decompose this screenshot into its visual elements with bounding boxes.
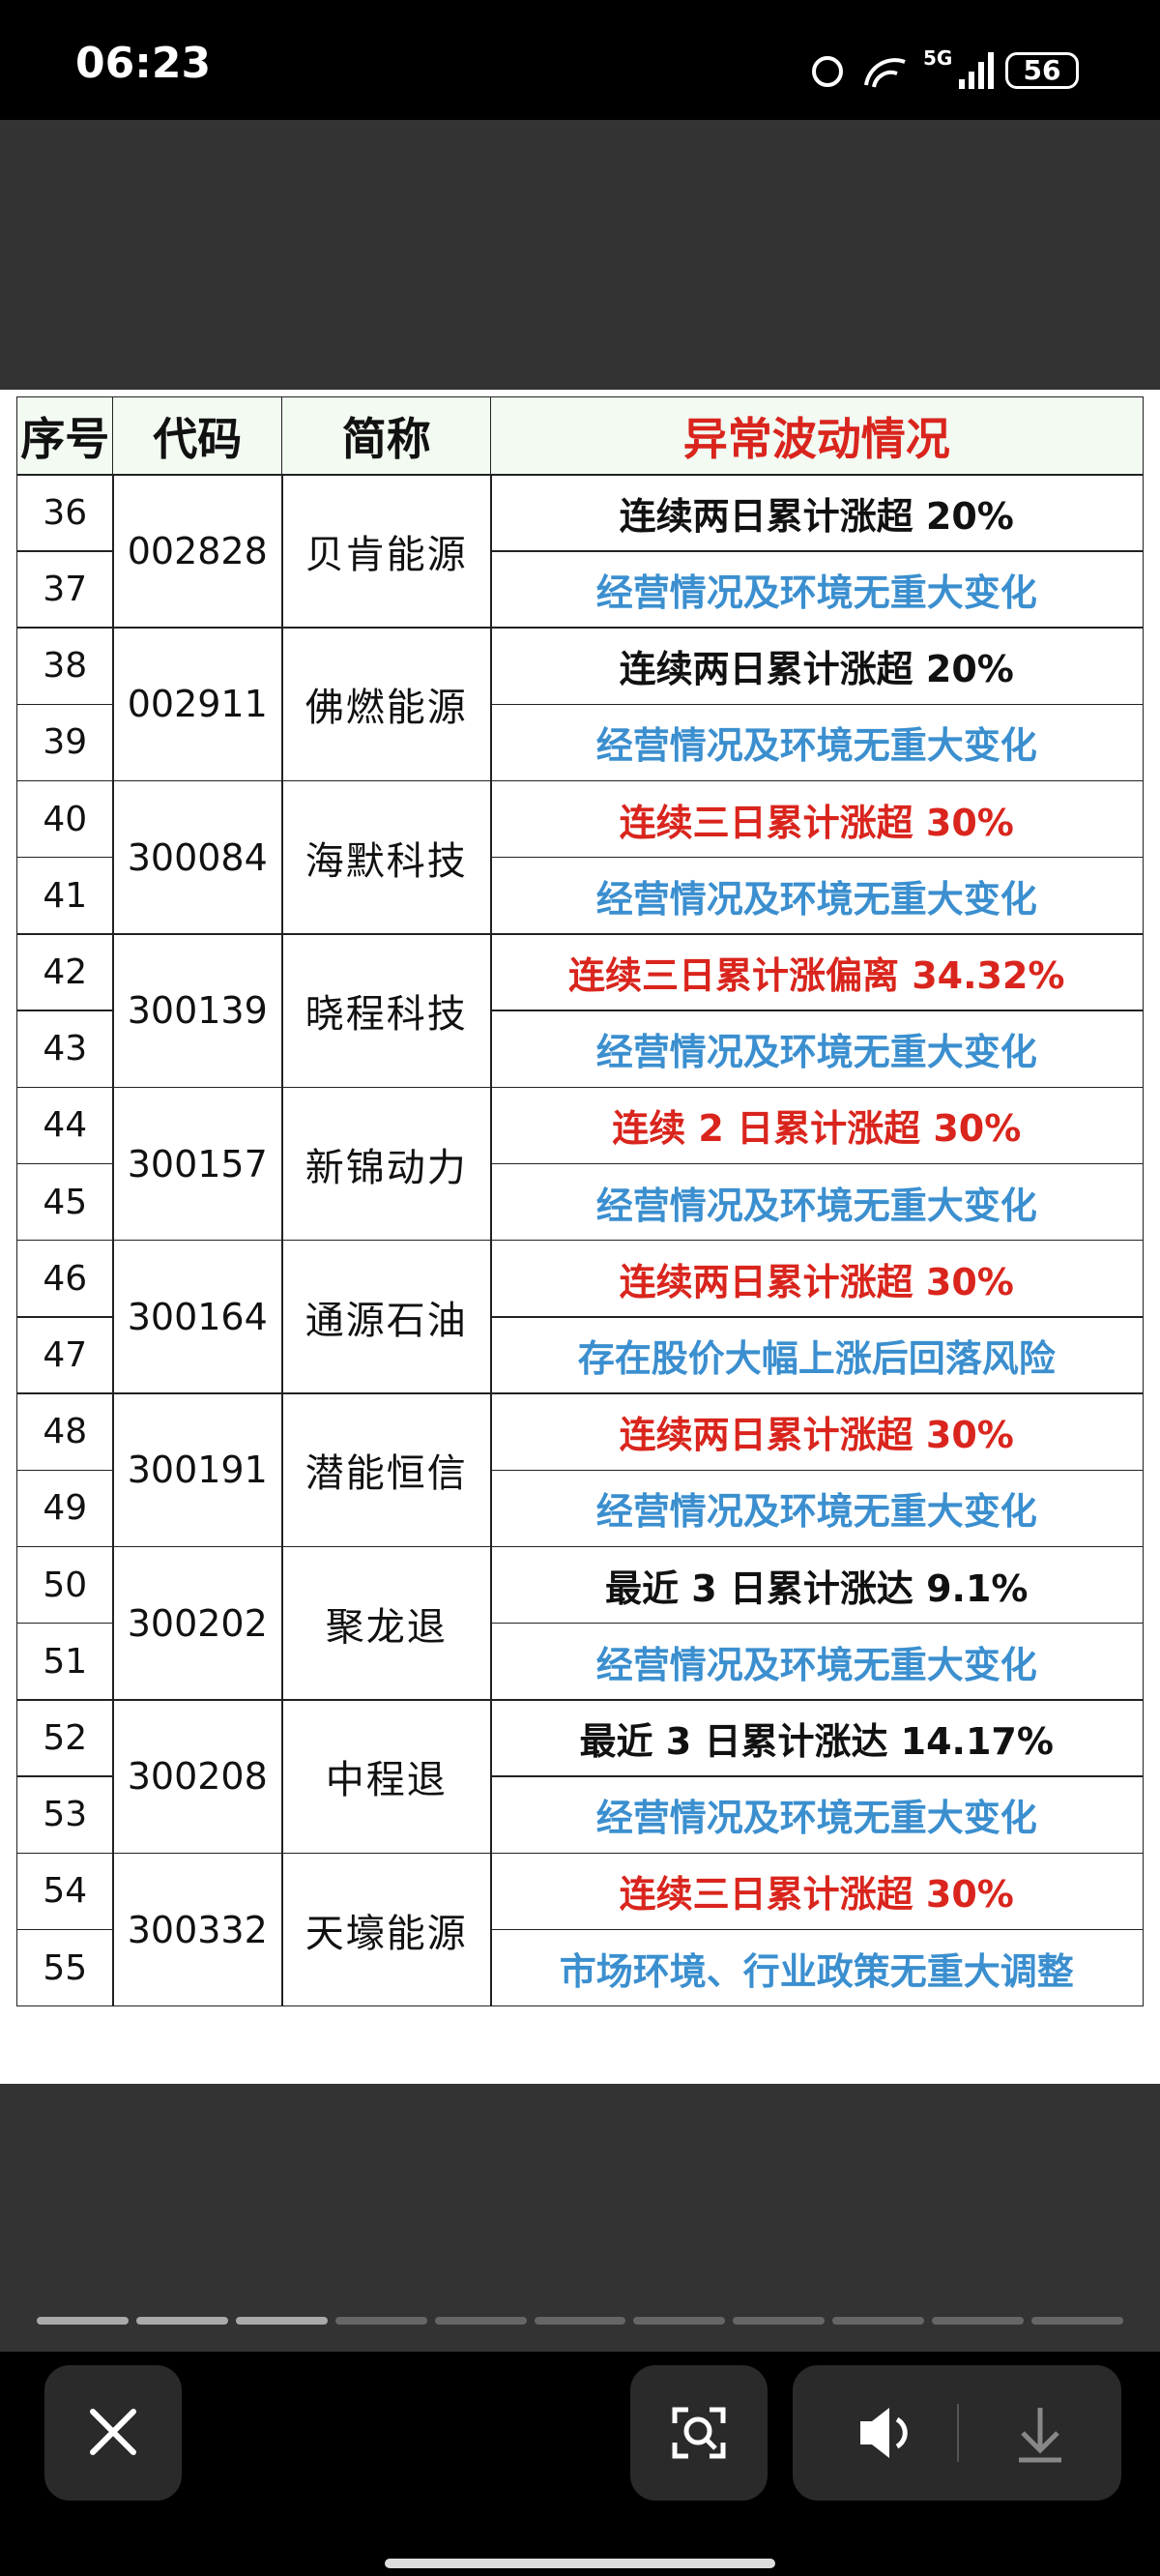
header-cell: 简称 xyxy=(281,396,492,476)
seq-cell: 36 xyxy=(16,474,114,552)
status-cell: 最近 3 日累计涨达 14.17% xyxy=(490,1699,1144,1777)
code-cell: 300139 xyxy=(112,933,283,1089)
status-cell: 市场环境、行业政策无重大调整 xyxy=(490,1928,1144,2007)
seq-cell: 49 xyxy=(16,1469,114,1548)
status-cell: 连续三日累计涨超 30% xyxy=(490,1852,1144,1931)
status-bar: 06:23 5G 56 xyxy=(0,0,1160,120)
seq-cell: 44 xyxy=(16,1086,114,1165)
status-cell: 经营情况及环境无重大变化 xyxy=(490,857,1144,935)
seq-cell: 48 xyxy=(16,1392,114,1472)
status-cell: 连续两日累计涨超 30% xyxy=(490,1392,1144,1472)
signal xyxy=(959,52,994,89)
name-cell: 海默科技 xyxy=(281,779,492,935)
network: 5G xyxy=(923,46,953,70)
code-cell: 300157 xyxy=(112,1086,283,1242)
status-cell: 经营情况及环境无重大变化 xyxy=(490,1469,1144,1548)
status-cell: 连续 2 日累计涨超 30% xyxy=(490,1086,1144,1165)
seq-cell: 41 xyxy=(16,857,114,935)
download-button[interactable] xyxy=(959,2365,1121,2501)
status-cell: 经营情况及环境无重大变化 xyxy=(490,1775,1144,1855)
name-cell: 中程退 xyxy=(281,1699,492,1855)
name-cell: 聚龙退 xyxy=(281,1545,492,1701)
seq-cell: 39 xyxy=(16,703,114,782)
name-cell: 潜能恒信 xyxy=(281,1392,492,1548)
image: 序号 代码 简称 异常波动情况 36 37 002828 贝肯能源 连续两日累计涨超 20% 经营… xyxy=(0,390,1160,2084)
code-cell: 300332 xyxy=(112,1852,283,2007)
action-group xyxy=(793,2365,1121,2501)
code-cell: 002828 xyxy=(112,474,283,629)
name-cell: 晓程科技 xyxy=(281,933,492,1089)
status-cell: 最近 3 日累计涨达 9.1% xyxy=(490,1545,1144,1625)
close-icon xyxy=(90,2409,136,2455)
seq-cell: 53 xyxy=(16,1775,114,1855)
header-cell: 代码 xyxy=(112,396,283,476)
seq-cell: 40 xyxy=(16,779,114,859)
seq-cell: 50 xyxy=(16,1545,114,1625)
time: 06:23 xyxy=(75,39,212,88)
code-cell: 300208 xyxy=(112,1699,283,1855)
status-icons xyxy=(812,56,906,88)
seq-cell: 45 xyxy=(16,1162,114,1242)
volume-button[interactable] xyxy=(793,2365,957,2501)
status-cell: 经营情况及环境无重大变化 xyxy=(490,703,1144,782)
status-cell: 连续三日累计涨偏离 34.32% xyxy=(490,933,1144,1011)
battery: 56 xyxy=(1005,52,1079,89)
status-cell: 经营情况及环境无重大变化 xyxy=(490,1010,1144,1089)
status-cell: 连续三日累计涨超 30% xyxy=(490,779,1144,859)
status-cell: 连续两日累计涨超 20% xyxy=(490,627,1144,706)
header-cell: 序号 xyxy=(16,396,114,476)
status-cell: 存在股价大幅上涨后回落风险 xyxy=(490,1316,1144,1394)
seq-cell: 52 xyxy=(16,1699,114,1777)
seq-cell: 54 xyxy=(16,1852,114,1931)
page-indicator xyxy=(37,2317,1123,2325)
close-button[interactable] xyxy=(44,2365,182,2501)
seq-cell: 42 xyxy=(16,933,114,1011)
status-cell: 经营情况及环境无重大变化 xyxy=(490,1162,1144,1242)
code-cell: 300191 xyxy=(112,1392,283,1548)
scan-button[interactable] xyxy=(630,2365,768,2501)
bottom-bar xyxy=(0,2352,1160,2576)
name-cell: 天壕能源 xyxy=(281,1852,492,2007)
home-indicator xyxy=(385,2559,775,2568)
code-cell: 300084 xyxy=(112,779,283,935)
seq-cell: 37 xyxy=(16,550,114,629)
scan-icon xyxy=(672,2407,726,2459)
seq-cell: 55 xyxy=(16,1928,114,2007)
status-cell: 连续两日累计涨超 20% xyxy=(490,474,1144,552)
header-cell: 异常波动情况 xyxy=(490,396,1144,476)
code-cell: 300202 xyxy=(112,1545,283,1701)
divider xyxy=(957,2404,959,2462)
name-cell: 新锦动力 xyxy=(281,1086,492,1242)
seq-cell: 43 xyxy=(16,1010,114,1089)
seq-cell: 47 xyxy=(16,1316,114,1394)
seq-cell: 46 xyxy=(16,1240,114,1318)
status-cell: 连续两日累计涨超 30% xyxy=(490,1240,1144,1318)
status-cell: 经营情况及环境无重大变化 xyxy=(490,550,1144,629)
code-cell: 300164 xyxy=(112,1240,283,1394)
name-cell: 贝肯能源 xyxy=(281,474,492,629)
name-cell: 佛燃能源 xyxy=(281,627,492,782)
seq-cell: 51 xyxy=(16,1623,114,1701)
status-cell: 经营情况及环境无重大变化 xyxy=(490,1623,1144,1701)
code-cell: 002911 xyxy=(112,627,283,782)
seq-cell: 38 xyxy=(16,627,114,706)
name-cell: 通源石油 xyxy=(281,1240,492,1394)
